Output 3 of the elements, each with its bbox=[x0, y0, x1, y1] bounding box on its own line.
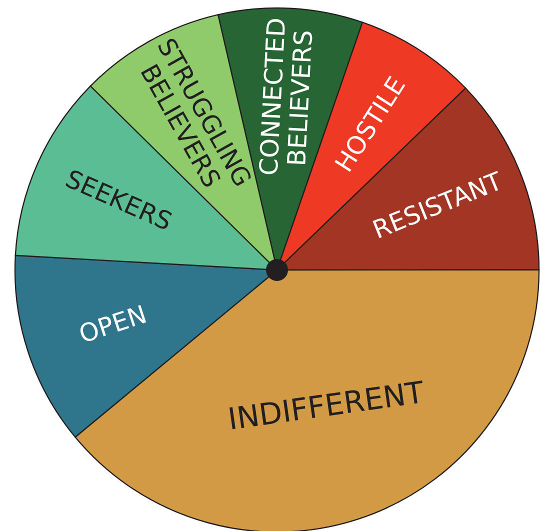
slice-label: INDIFFERENT bbox=[226, 375, 427, 438]
slice-label: CONNECTED BELIEVERS bbox=[254, 16, 318, 176]
slice-label: OPEN bbox=[75, 300, 150, 349]
